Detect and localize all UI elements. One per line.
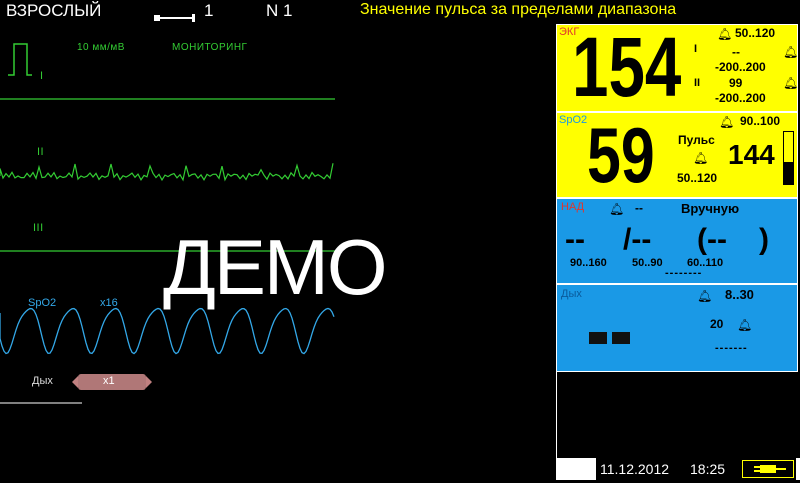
spo2-wave-gain[interactable]: x16 xyxy=(100,297,118,309)
status-bar: 11.12.2012 18:25 xyxy=(556,458,800,480)
empty-panel-area xyxy=(556,372,799,458)
perfusion-bar-fill xyxy=(784,162,793,184)
resp-panel[interactable]: Дых 🔔︎ 8..30 20 🔔︎ ------- xyxy=(556,284,798,372)
nibp-status: -- xyxy=(635,201,643,215)
st-i-bell-icon: 🔔︎ xyxy=(783,45,799,59)
st-ii-value: 99 xyxy=(729,76,743,90)
nibp-diastolic: /-- xyxy=(623,223,652,256)
pulse-label: Пульс xyxy=(678,133,715,147)
st-i-value: -- xyxy=(732,45,740,59)
apnea-value: 20 xyxy=(710,317,724,331)
bed-number: N 1 xyxy=(266,1,293,20)
resp-wave-label: Дых xyxy=(32,375,53,387)
alarm-message[interactable]: Значение пульса за пределами диапазона xyxy=(360,1,677,18)
pulse-limits: 50..120 xyxy=(677,171,718,185)
lead-iii-label[interactable]: III xyxy=(33,222,44,234)
nibp-sys-limits: 90..160 xyxy=(570,257,607,269)
power-plug-icon xyxy=(742,460,794,483)
lead-cable-icon xyxy=(154,9,195,22)
nibp-dia-limits: 50..90 xyxy=(632,257,663,269)
spo2-trace xyxy=(0,307,335,355)
status-time[interactable]: 18:25 xyxy=(690,461,726,477)
nibp-mean: (-- xyxy=(697,223,727,256)
nibp-time: -------- xyxy=(665,267,703,279)
resp-gain-control[interactable]: x1 xyxy=(72,373,152,396)
calibration-pulse xyxy=(8,43,32,76)
st-lead-ii-label: II xyxy=(694,77,701,89)
nibp-mean-limits: 60..110 xyxy=(687,257,724,269)
waveform-canvas xyxy=(0,43,335,404)
st-lead-i-label: I xyxy=(694,43,698,55)
hr-limits: 50..120 xyxy=(735,26,776,40)
resp-gain-value: x1 xyxy=(103,375,115,387)
resp-value-block-1 xyxy=(589,332,607,344)
nibp-panel[interactable]: НАД 🔔︎ -- Вручную -- /-- (-- ) 90..160 5… xyxy=(556,198,798,284)
ecg-ii-trace xyxy=(0,163,334,182)
spo2-wave-label: SpO2 xyxy=(28,297,57,309)
resp-value-block-2 xyxy=(612,332,630,344)
nibp-systolic: -- xyxy=(565,223,585,256)
lead-i-label: I xyxy=(40,70,44,82)
spo2-bell-icon: 🔔︎ xyxy=(719,115,735,129)
ecg-gain[interactable]: 10 мм/мВ xyxy=(77,42,125,53)
resp-dashes: ------- xyxy=(715,342,748,354)
lead-ii-label[interactable]: II xyxy=(37,146,45,158)
nibp-panel-label: НАД xyxy=(561,201,585,213)
nibp-mean-close: ) xyxy=(759,223,769,256)
spo2-limits: 90..100 xyxy=(740,114,781,128)
ecg-mode[interactable]: МОНИТОРИНГ xyxy=(172,42,248,53)
heart-rate-value: 154 xyxy=(572,20,682,114)
resp-panel-label: Дых xyxy=(561,288,582,300)
nibp-mode[interactable]: Вручную xyxy=(681,201,740,216)
lead-value: 1 xyxy=(204,1,214,20)
ecg-panel-label: ЭКГ xyxy=(559,26,580,38)
ecg-panel[interactable]: ЭКГ 154 🔔︎ 50..120 I -- 🔔︎ -200..200 II … xyxy=(556,20,799,114)
pulse-value: 144 xyxy=(728,139,775,170)
spo2-panel[interactable]: SpO2 59 🔔︎ 90..100 Пульс 🔔︎ 144 50..120 xyxy=(556,111,798,199)
spo2-panel-label: SpO2 xyxy=(559,114,588,126)
perfusion-bar xyxy=(783,131,794,185)
status-date[interactable]: 11.12.2012 xyxy=(600,461,670,477)
pulse-bell-icon: 🔔︎ xyxy=(693,151,709,165)
patient-type[interactable]: ВЗРОСЛЫЙ xyxy=(6,1,102,20)
st-ii-bell-icon: 🔔︎ xyxy=(783,76,799,90)
resp-limits: 8..30 xyxy=(725,287,754,302)
demo-watermark: ДЕМО xyxy=(163,223,387,311)
hr-alarm-bell-icon: 🔔︎ xyxy=(717,27,733,41)
st-i-limits: -200..200 xyxy=(715,60,766,74)
nibp-bell-icon: 🔔︎ xyxy=(609,202,625,216)
resp-bell-icon: 🔔︎ xyxy=(697,289,713,303)
apnea-bell-icon: 🔔︎ xyxy=(737,318,753,332)
spo2-value: 59 xyxy=(587,111,655,199)
st-ii-limits: -200..200 xyxy=(715,91,766,105)
